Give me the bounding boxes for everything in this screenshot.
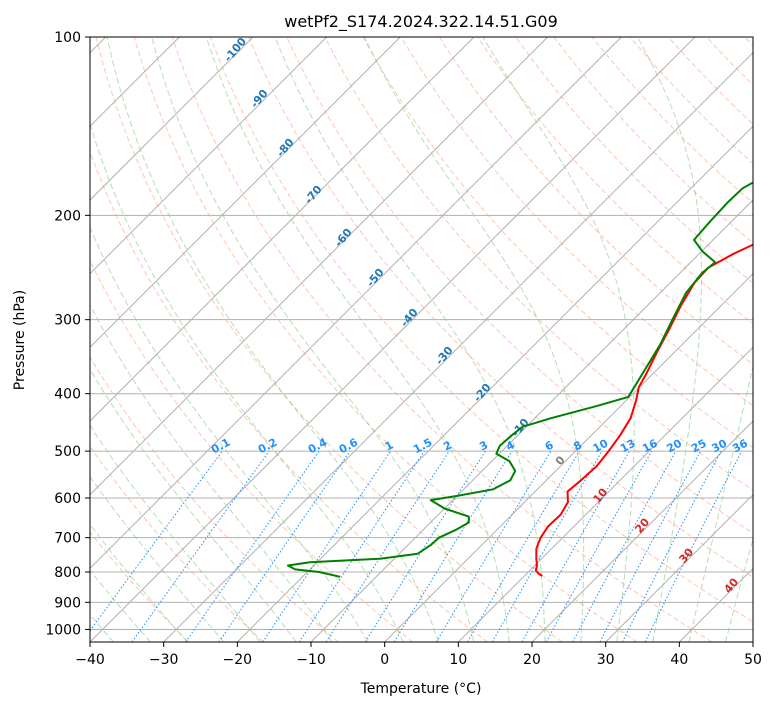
x-tick-label: 50 <box>744 652 762 668</box>
dry-adiabat <box>477 37 753 325</box>
mixing-ratio-line <box>364 450 486 642</box>
mixing-ratio-label: 20 <box>664 437 684 456</box>
profile-series <box>287 181 753 578</box>
moist-adiabat <box>90 475 225 642</box>
isobar-gridlines <box>90 37 753 630</box>
x-tick-label: 40 <box>670 652 688 668</box>
mixing-ratio-line <box>185 450 320 642</box>
y-tick-label: 500 <box>54 444 81 460</box>
mixing-ratio-line <box>621 450 722 642</box>
x-tick-label: −10 <box>296 652 326 668</box>
mixing-ratio-line <box>599 450 701 642</box>
mixing-ratio-line <box>644 450 743 642</box>
y-tick-label: 800 <box>54 565 81 581</box>
dry-adiabat <box>133 37 638 642</box>
dry-adiabat <box>90 356 339 642</box>
mixing-ratio-line <box>521 450 630 642</box>
y-tick-label: 700 <box>54 531 81 547</box>
plot-frame <box>89 36 754 643</box>
isotherm <box>90 37 622 570</box>
dry-adiabat <box>171 37 712 642</box>
moist-adiabat <box>90 226 369 642</box>
dry-adiabat <box>591 37 753 204</box>
mixing-ratio-label: 16 <box>640 437 660 456</box>
temperature-line <box>534 243 753 577</box>
dry-adiabat <box>210 37 753 623</box>
mixing-ratio-label: 25 <box>689 437 709 456</box>
x-tick-label: −20 <box>223 652 253 668</box>
x-tick-label: 20 <box>523 652 541 668</box>
mixing-ratio-line <box>545 450 653 642</box>
moist-adiabat <box>90 523 188 642</box>
dewpoint-line <box>287 181 753 578</box>
mixing-ratio-label: 30 <box>710 437 730 456</box>
isotherm <box>457 346 753 642</box>
dry-adiabat <box>95 37 563 642</box>
x-tick-label: 10 <box>449 652 467 668</box>
isotherm <box>90 37 401 349</box>
mixing-ratio-line <box>90 450 223 632</box>
y-axis: 100 200 300 400 500 600 700 800 900 1000 <box>45 30 90 638</box>
skewed-isotherms <box>90 37 753 642</box>
y-tick-label: 1000 <box>45 622 81 638</box>
isotherm <box>163 51 753 642</box>
mixing-ratio-line <box>572 450 677 642</box>
mixing-ratio-line <box>298 450 425 642</box>
mixing-ratio-lines <box>90 450 743 642</box>
x-axis-title: Temperature (°C) <box>360 681 482 697</box>
isotherm <box>90 37 254 201</box>
mixing-ratio-line <box>325 450 450 642</box>
moist-adiabat <box>90 121 404 642</box>
dry-adiabat <box>400 37 753 407</box>
mixing-ratio-line <box>435 450 552 642</box>
mixing-ratio-line <box>218 450 351 642</box>
moist-adiabat <box>90 424 261 642</box>
dry-adiabat <box>90 259 414 642</box>
y-tick-label: 100 <box>54 30 81 46</box>
moist-adiabat <box>725 537 753 642</box>
isotherm <box>90 37 696 642</box>
y-tick-label: 200 <box>54 208 81 224</box>
isotherm <box>90 37 475 422</box>
dry-adiabat <box>90 150 488 642</box>
mixing-ratio-label: 13 <box>618 437 638 456</box>
x-axis: −40 −30 −20 −10 0 10 20 30 40 50 <box>75 642 762 668</box>
dry-adiabat <box>553 37 753 244</box>
dry-adiabat <box>438 37 753 365</box>
mixing-ratio-label: 36 <box>730 437 750 456</box>
moist-adiabat <box>90 569 151 642</box>
isotherm <box>90 37 549 496</box>
isotherm <box>531 420 753 642</box>
mixing-ratio-label: 10 <box>591 437 611 456</box>
dry-adiabat <box>90 531 190 642</box>
x-tick-label: 30 <box>597 652 615 668</box>
dry-adiabat <box>324 37 753 491</box>
dry-adiabat <box>286 37 753 534</box>
x-tick-label: −30 <box>149 652 179 668</box>
mixing-ratio-line <box>131 450 270 642</box>
x-tick-label: 0 <box>380 652 389 668</box>
y-axis-title: Pressure (hPa) <box>12 290 28 390</box>
dry-adiabat <box>248 37 753 578</box>
mixing-ratio-line <box>262 450 392 642</box>
mixing-ratio-line <box>393 450 513 642</box>
y-tick-label: 900 <box>54 595 81 611</box>
y-tick-label: 400 <box>54 387 81 403</box>
isotherm <box>236 125 753 642</box>
plot-area: 0.1 0.2 0.4 0.6 1 1.5 2 3 4 6 8 10 13 16 20 25 30 36 -100… <box>90 37 753 642</box>
chart-title: wetPf2_S174.2024.322.14.51.G09 <box>284 12 558 32</box>
isotherm <box>605 493 753 642</box>
y-tick-label: 600 <box>54 491 81 507</box>
isotherm <box>90 37 328 275</box>
isotherm <box>310 199 753 642</box>
isotherm <box>384 272 753 642</box>
y-tick-label: 300 <box>54 313 81 329</box>
x-tick-label: −40 <box>75 652 105 668</box>
